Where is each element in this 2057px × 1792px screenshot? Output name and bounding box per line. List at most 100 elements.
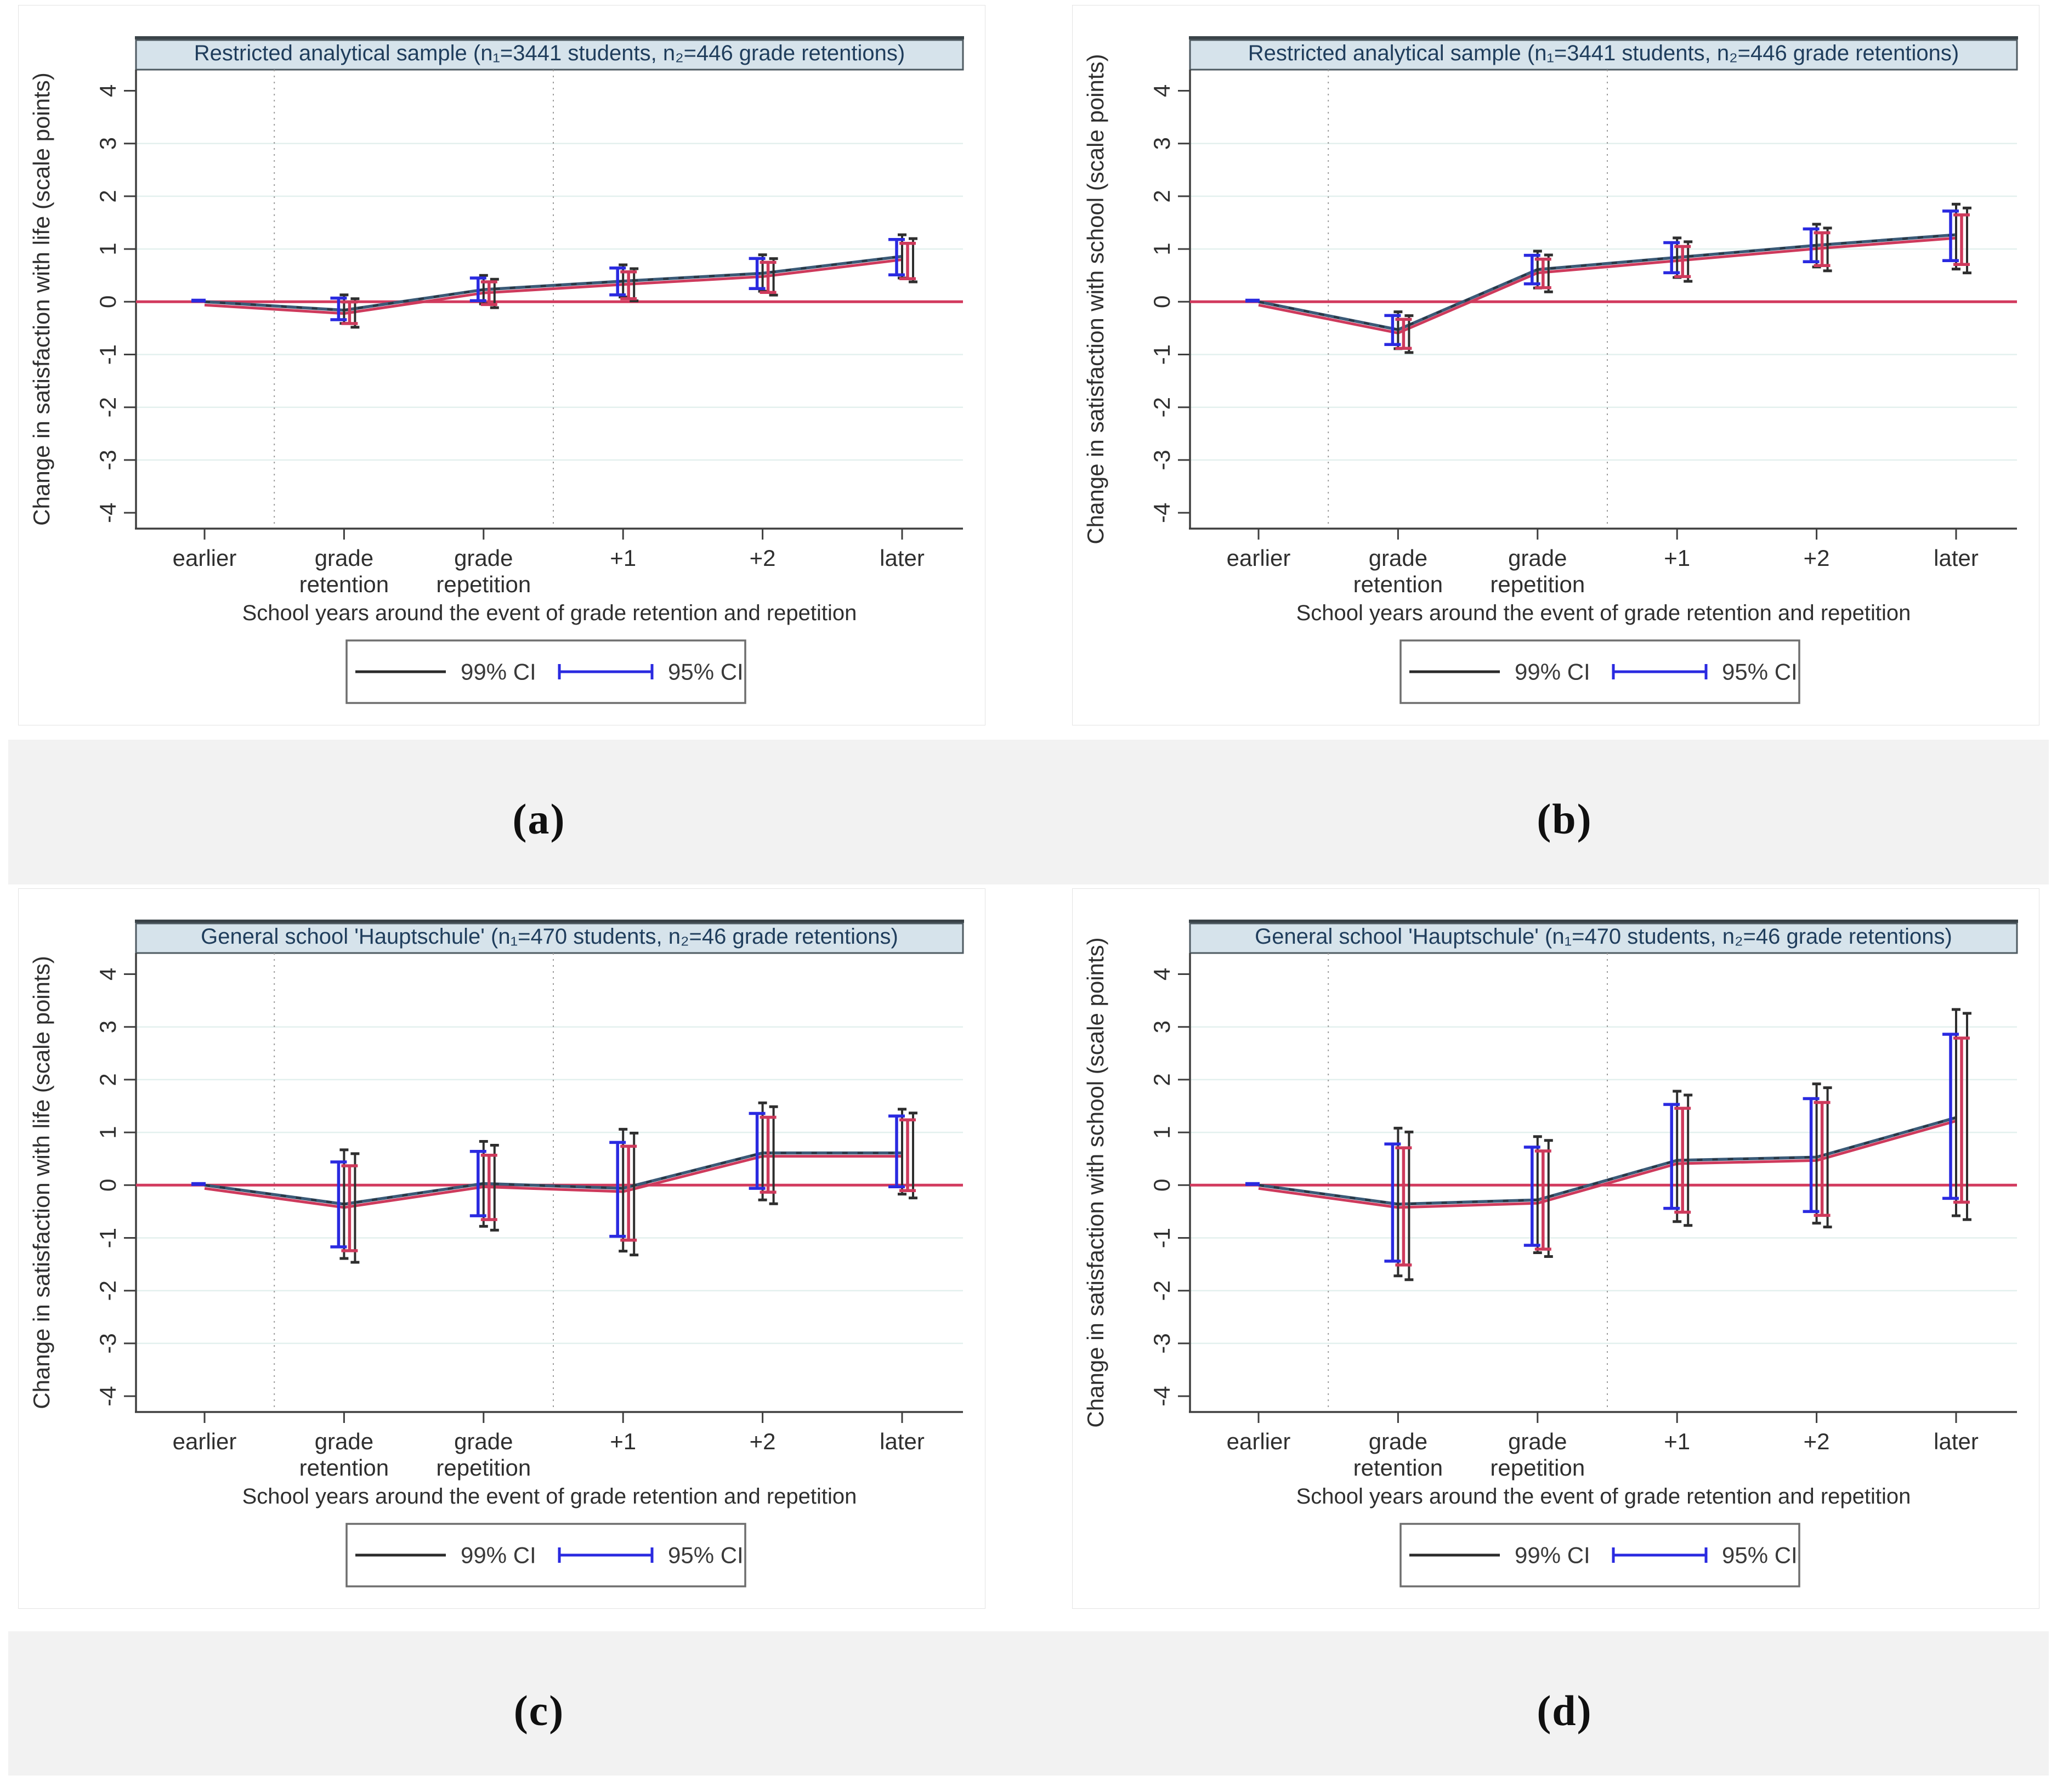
legend-ci99-label: 99% CI (1515, 659, 1590, 685)
legend-ci95-label: 95% CI (668, 659, 744, 685)
panel-c: General school 'Hauptschule' (n₁=470 stu… (18, 888, 985, 1609)
caption-band-top: (a) (b) (8, 740, 2049, 884)
y-tick-label: 4 (1149, 968, 1175, 980)
x-tick-label: earlier (173, 545, 237, 571)
x-tick-label: later (1934, 1428, 1979, 1454)
y-tick-label: 1 (1149, 242, 1175, 255)
y-tick-label: 2 (1149, 190, 1175, 202)
y-tick-label: 2 (95, 190, 121, 202)
x-tick-label: grade (1508, 545, 1567, 571)
x-tick-label: grade (1369, 545, 1427, 571)
y-tick-label: 3 (95, 137, 121, 150)
y-tick-label: -1 (95, 1228, 121, 1248)
panel-title: Restricted analytical sample (n₁=3441 st… (1248, 41, 1959, 65)
y-tick-label: 4 (1149, 84, 1175, 97)
y-axis-title: Change in satisfaction with life (scale … (29, 956, 54, 1409)
x-tick-label: retention (299, 571, 389, 597)
y-tick-label: -2 (95, 1280, 121, 1301)
event-study-chart-c: General school 'Hauptschule' (n₁=470 stu… (29, 920, 964, 1587)
x-tick-label: +1 (610, 1428, 636, 1454)
caption-a: (a) (512, 795, 566, 843)
x-tick-label: earlier (1227, 545, 1291, 571)
estimate-line-alt (204, 258, 903, 315)
x-tick-label: retention (299, 1455, 389, 1481)
y-tick-label: -4 (1149, 1386, 1175, 1406)
x-tick-label: grade (454, 545, 513, 571)
x-axis-title: School years around the event of grade r… (242, 601, 857, 625)
title-bar (135, 922, 964, 954)
y-tick-label: -2 (95, 397, 121, 417)
y-tick-label: 2 (1149, 1073, 1175, 1086)
x-tick-label: +2 (1804, 1428, 1830, 1454)
x-tick-label: grade (1369, 1428, 1427, 1454)
y-tick-label: 1 (95, 1126, 121, 1138)
y-tick-label: -3 (1149, 1333, 1175, 1353)
y-tick-label: -1 (95, 344, 121, 365)
x-tick-label: +1 (1664, 545, 1690, 571)
estimate-line (1258, 1116, 1957, 1206)
x-tick-label: earlier (173, 1428, 237, 1454)
y-tick-label: -4 (1149, 502, 1175, 523)
estimate-line (204, 1151, 902, 1206)
panel-b: Restricted analytical sample (n₁=3441 st… (1072, 5, 2039, 725)
y-axis-title: Change in satisfaction with school (scal… (1083, 54, 1108, 544)
panel-title: Restricted analytical sample (n₁=3441 st… (194, 41, 905, 65)
y-tick-label: 0 (1149, 296, 1175, 308)
y-tick-label: 4 (95, 84, 121, 97)
estimate-line-alt (1258, 1119, 1957, 1209)
panel-title: General school 'Hauptschule' (n₁=470 stu… (201, 925, 898, 949)
y-tick-label: 0 (95, 296, 121, 308)
y-tick-label: -2 (1149, 1280, 1175, 1301)
legend-ci99-label: 99% CI (1515, 1543, 1590, 1568)
x-tick-label: repetition (1490, 1455, 1585, 1481)
estimate-line-alt (204, 1155, 902, 1209)
x-tick-label: +1 (610, 545, 636, 571)
x-tick-label: grade (315, 545, 373, 571)
chart-b: Restricted analytical sample (n₁=3441 st… (1073, 5, 2039, 728)
caption-b: (b) (1537, 795, 1593, 843)
x-tick-label: retention (1353, 571, 1443, 597)
y-tick-label: -4 (95, 1386, 121, 1406)
panel-d: General school 'Hauptschule' (n₁=470 stu… (1072, 888, 2039, 1609)
estimate-line (1258, 233, 1957, 332)
event-study-chart-a: Restricted analytical sample (n₁=3441 st… (29, 36, 964, 704)
y-tick-label: 0 (1149, 1179, 1175, 1192)
chart-a: Restricted analytical sample (n₁=3441 st… (19, 5, 985, 728)
x-tick-label: grade (1508, 1428, 1567, 1454)
event-study-chart-b: Restricted analytical sample (n₁=3441 st… (1083, 36, 2018, 704)
y-tick-label: 0 (95, 1179, 121, 1192)
y-tick-label: -3 (95, 450, 121, 470)
x-tick-label: later (880, 545, 925, 571)
legend-ci99-label: 99% CI (461, 1543, 536, 1568)
y-tick-label: -1 (1149, 1228, 1175, 1248)
panel-a: Restricted analytical sample (n₁=3441 st… (18, 5, 985, 725)
y-tick-label: 3 (1149, 1020, 1175, 1033)
y-tick-label: 3 (1149, 137, 1175, 150)
x-axis-title: School years around the event of grade r… (1296, 1484, 1911, 1509)
y-axis-title: Change in satisfaction with life (scale … (29, 72, 54, 525)
title-bar (1189, 39, 2018, 71)
y-tick-label: -1 (1149, 344, 1175, 365)
event-study-chart-d: General school 'Hauptschule' (n₁=470 stu… (1083, 920, 2018, 1587)
chart-c: General school 'Hauptschule' (n₁=470 stu… (19, 889, 985, 1611)
x-tick-label: repetition (436, 1455, 531, 1481)
y-tick-label: -3 (95, 1333, 121, 1353)
legend-ci95-label: 95% CI (1722, 1543, 1798, 1568)
caption-c: (c) (513, 1686, 565, 1734)
y-tick-label: -3 (1149, 450, 1175, 470)
y-tick-label: -2 (1149, 397, 1175, 417)
panel-title: General school 'Hauptschule' (n₁=470 stu… (1255, 925, 1952, 949)
x-axis-title: School years around the event of grade r… (242, 1484, 857, 1509)
x-tick-label: +2 (750, 545, 776, 571)
x-tick-label: earlier (1227, 1428, 1291, 1454)
x-tick-label: repetition (436, 571, 531, 597)
y-tick-label: 1 (1149, 1126, 1175, 1138)
title-bar (135, 39, 964, 71)
x-tick-label: repetition (1490, 571, 1585, 597)
y-tick-label: 4 (95, 968, 121, 980)
x-tick-label: +2 (750, 1428, 776, 1454)
legend-ci95-label: 95% CI (668, 1543, 744, 1568)
x-tick-label: +1 (1664, 1428, 1690, 1454)
y-tick-label: 2 (95, 1073, 121, 1086)
